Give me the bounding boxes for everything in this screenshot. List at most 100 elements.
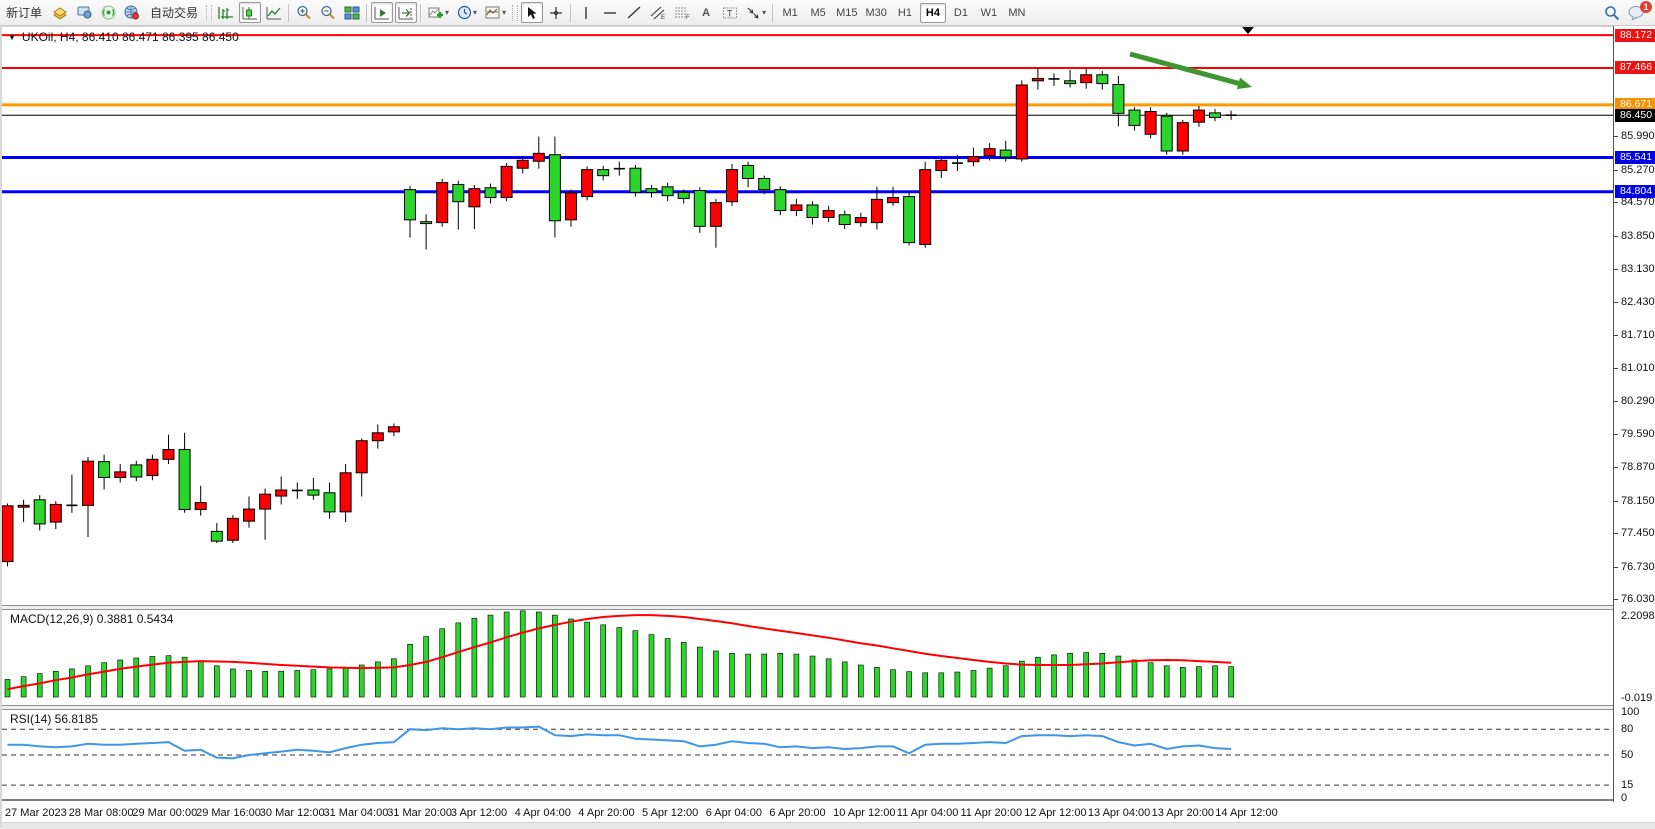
macd-bar	[294, 670, 301, 698]
period-button[interactable]: ▾	[454, 2, 480, 23]
chart-window: ▼ UKOil, H4, 86.410 86.471 86.395 86.450…	[0, 26, 1655, 829]
macd-bar	[729, 653, 735, 698]
timeframe-m1-button[interactable]: M1	[782, 6, 798, 19]
macd-bar	[954, 671, 961, 698]
toolbar-grip	[512, 4, 519, 21]
zoom-in-icon	[297, 5, 311, 20]
macd-bar	[552, 614, 558, 698]
zoom-in-button[interactable]	[293, 2, 315, 23]
macd-bar	[922, 672, 929, 698]
candle	[194, 485, 207, 516]
trendline-tool[interactable]	[623, 2, 645, 23]
add-indicator-button[interactable]: ▾	[425, 2, 452, 23]
timeframe-mn-button[interactable]: MN	[1008, 6, 1026, 19]
price-tick-label: 85.270	[1621, 163, 1655, 176]
candle	[677, 189, 690, 204]
candle	[581, 166, 594, 201]
macd-bar	[1115, 655, 1122, 698]
signal-icon[interactable]	[97, 2, 119, 23]
macd-bar	[1002, 665, 1009, 698]
chart-canvas[interactable]	[2, 26, 1613, 826]
macd-bar	[455, 622, 462, 698]
rsi-axis-label: 0	[1621, 792, 1628, 804]
time-axis-label: 31 Mar 04:00	[323, 807, 389, 819]
chart-shift-icon	[398, 6, 414, 19]
gold-order-icon[interactable]	[49, 2, 71, 23]
market-globe-icon[interactable]	[121, 2, 143, 23]
timeframe-m5-button[interactable]: M5	[810, 6, 826, 19]
gold-stack-icon	[53, 6, 67, 20]
candlestick-icon	[242, 6, 258, 19]
notifications-button[interactable]: 1	[1625, 1, 1652, 23]
crosshair-button[interactable]	[545, 2, 567, 23]
candle	[1128, 107, 1141, 131]
macd-bar	[246, 670, 252, 698]
candle	[243, 496, 255, 528]
time-axis-label: 13 Apr 04:00	[1087, 807, 1151, 819]
chart-title-marker-icon: ▼	[8, 32, 16, 42]
arrows-tool[interactable]: ▾	[743, 2, 769, 23]
time-axis[interactable]: 27 Mar 2023 28 Mar 08:00 29 Mar 00:00 29 Ma…	[2, 802, 1655, 822]
macd-bar	[793, 653, 800, 698]
accounts-icon[interactable]	[73, 2, 95, 23]
tile-windows-icon	[344, 6, 360, 19]
chart-title[interactable]: ▼ UKOil, H4, 86.410 86.471 86.395 86.450	[8, 30, 239, 44]
auto-scroll-button[interactable]	[371, 2, 394, 23]
timeframe-h1-button[interactable]: H1	[897, 6, 912, 19]
text-label-tool[interactable]: T	[719, 2, 741, 23]
tile-windows-button[interactable]	[341, 2, 363, 23]
timeframe-m30-button[interactable]: M30	[865, 6, 887, 19]
candle	[49, 501, 62, 530]
search-button[interactable]	[1601, 2, 1623, 23]
macd-bar	[358, 664, 365, 698]
channel-tool[interactable]: E	[647, 2, 669, 23]
cursor-button[interactable]	[521, 2, 544, 23]
horizontal-line-tool[interactable]	[599, 2, 621, 23]
price-tick	[1614, 335, 1618, 337]
candle	[339, 463, 352, 523]
candlestick-chart-button[interactable]	[239, 2, 262, 23]
scroll-group	[370, 0, 418, 25]
candle	[629, 164, 642, 197]
candle	[983, 143, 996, 161]
macd-bar	[664, 638, 671, 698]
chart-shift-button[interactable]	[395, 2, 418, 23]
timeframe-m15-button[interactable]: M15	[836, 6, 858, 19]
timeframe-h4-button[interactable]: H4	[919, 2, 946, 23]
text-tool[interactable]: A	[702, 6, 711, 19]
new-order-button[interactable]: 新订单	[6, 6, 43, 20]
candle	[548, 136, 561, 238]
macd-bar	[890, 669, 896, 698]
bar-chart-button[interactable]	[215, 2, 237, 23]
macd-bar	[1083, 652, 1089, 698]
candle	[226, 515, 239, 544]
globe-icon	[124, 5, 140, 20]
macd-bar	[374, 661, 381, 698]
candle	[1064, 69, 1077, 88]
price-tick	[1614, 301, 1618, 303]
line-chart-icon	[266, 6, 282, 19]
panel-splitter-rsi[interactable]	[2, 705, 1613, 710]
macd-bar	[696, 646, 703, 698]
template-button[interactable]: ▾	[482, 2, 509, 23]
zoom-group	[292, 0, 364, 25]
dropdown-arrow-icon: ▾	[502, 8, 507, 17]
macd-bar	[825, 658, 832, 698]
fibonacci-tool[interactable]: F	[671, 2, 693, 23]
vertical-line-tool[interactable]	[575, 2, 597, 23]
price-axis[interactable]: 85.990 85.270 84.570 83.850 83.130 82.430 81.7…	[1613, 26, 1655, 804]
line-chart-button[interactable]	[263, 2, 285, 23]
candle	[162, 434, 175, 464]
timeframe-d1-button[interactable]: D1	[953, 6, 968, 19]
macd-bar	[1180, 667, 1186, 698]
candle	[999, 140, 1012, 162]
macd-bar	[165, 655, 172, 698]
auto-trading-button[interactable]: 自动交易	[150, 6, 199, 20]
candle	[758, 175, 771, 195]
timeframe-w1-button[interactable]: W1	[980, 6, 998, 19]
candle	[919, 161, 932, 248]
macd-axis-label: 2.2098	[1621, 610, 1655, 622]
panel-splitter-macd[interactable]	[2, 605, 1613, 610]
zoom-out-button[interactable]	[317, 2, 339, 23]
time-axis-label: 29 Mar 16:00	[196, 807, 261, 819]
